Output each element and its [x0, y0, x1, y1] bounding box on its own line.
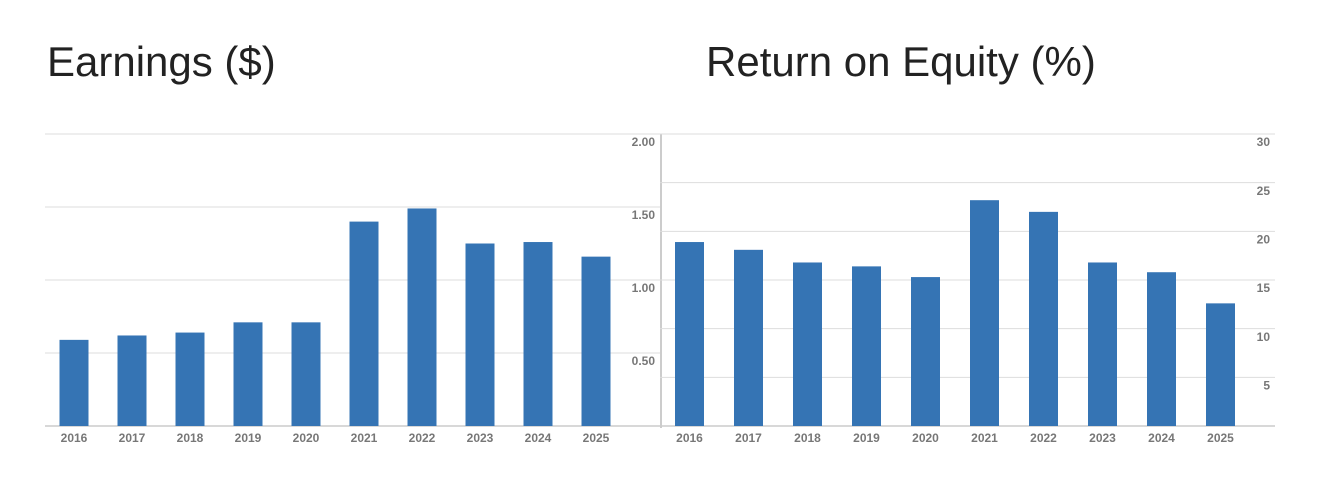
x-tick-label: 2023 — [1089, 431, 1116, 445]
x-tick-label: 2017 — [119, 431, 146, 445]
bar — [734, 249, 763, 426]
bar — [970, 200, 999, 426]
x-tick-label: 2021 — [351, 431, 378, 445]
y-tick-label: 1.50 — [632, 208, 656, 222]
bar — [1088, 262, 1117, 426]
bar — [1206, 303, 1235, 426]
x-tick-label: 2025 — [583, 431, 610, 445]
x-tick-label: 2016 — [61, 431, 88, 445]
y-tick-label: 10 — [1257, 330, 1271, 344]
x-tick-label: 2019 — [235, 431, 262, 445]
bar — [175, 332, 205, 426]
x-tick-label: 2020 — [293, 431, 320, 445]
bar — [911, 277, 940, 426]
x-tick-label: 2019 — [853, 431, 880, 445]
chart-title: Return on Equity (%) — [706, 38, 1096, 85]
x-tick-label: 2018 — [794, 431, 821, 445]
y-tick-label: 0.50 — [632, 354, 656, 368]
y-tick-label: 15 — [1257, 281, 1271, 295]
y-tick-label: 30 — [1257, 135, 1271, 149]
x-tick-label: 2022 — [1030, 431, 1057, 445]
y-tick-label: 5 — [1263, 379, 1270, 393]
y-tick-label: 20 — [1257, 233, 1271, 247]
bar — [407, 208, 437, 426]
bar — [1147, 272, 1176, 426]
x-tick-label: 2020 — [912, 431, 939, 445]
x-tick-label: 2017 — [735, 431, 762, 445]
y-tick-label: 1.00 — [632, 281, 656, 295]
chart-title: Earnings ($) — [47, 38, 276, 85]
y-tick-label: 25 — [1257, 184, 1271, 198]
bar — [523, 242, 553, 426]
x-tick-label: 2024 — [525, 431, 552, 445]
x-tick-label: 2021 — [971, 431, 998, 445]
bar — [852, 266, 881, 426]
bar — [465, 243, 495, 426]
bar — [117, 335, 147, 426]
bar — [1029, 211, 1058, 426]
bar — [793, 262, 822, 426]
bar — [291, 322, 321, 426]
bar — [581, 256, 611, 426]
x-tick-label: 2022 — [409, 431, 436, 445]
x-tick-label: 2018 — [177, 431, 204, 445]
bar — [59, 339, 89, 426]
x-tick-label: 2025 — [1207, 431, 1234, 445]
x-tick-label: 2016 — [676, 431, 703, 445]
x-tick-label: 2024 — [1148, 431, 1175, 445]
y-tick-label: 2.00 — [632, 135, 656, 149]
bar — [675, 242, 704, 426]
bar — [233, 322, 263, 426]
bar — [349, 221, 379, 426]
x-tick-label: 2023 — [467, 431, 494, 445]
